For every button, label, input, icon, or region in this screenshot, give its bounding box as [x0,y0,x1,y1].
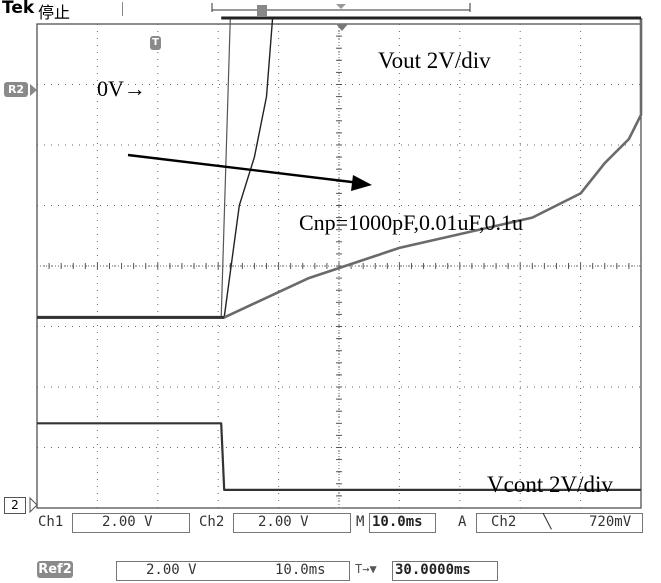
timebase-box [369,513,436,533]
record-position-bracket [211,3,471,17]
trigger-level: 720mV [589,514,632,530]
ch2-marker: 2 [4,497,26,514]
trace-vout-0.1uF [37,18,643,319]
ref2-scale-box [116,561,350,581]
trigger-level-marker [336,24,348,31]
ref2-timebase: 10.0ms [275,562,326,578]
ref2-marker-arrow [30,84,37,96]
ch1-scale: 2.00 V [102,514,153,530]
ch2-ground-marker [29,496,38,514]
ch2-scale-box [233,513,351,533]
ch1-scale-box [72,513,190,533]
trigger-source: Ch2 [491,514,517,530]
trigger-slope-icon: ╲ [543,514,552,530]
trigger-box [476,513,643,533]
header-divider [122,2,123,16]
horizontal-position-icon: T→▼ [355,562,377,576]
ch2-scale: 2.00 V [258,514,309,530]
trigger-time-marker: T [150,36,161,50]
ref2-readout-badge: Ref2 [37,561,73,578]
trigger-label: A [458,514,467,530]
capacitance-label: Cnp=1000pF,0.01uF,0.1u [299,210,524,235]
timebase-value: 10.0ms [372,514,423,530]
vout-label: Vout 2V/div [378,48,491,73]
ch1-label: Ch1 [38,514,64,530]
ch2-label: Ch2 [199,514,225,530]
horizontal-position-value: 30.0000ms [395,562,471,578]
graticule-grid [36,23,642,509]
brand-logo: Tek [2,0,35,18]
horizontal-position-box [392,561,498,581]
zero-volt-label: 0V→ [97,76,146,101]
acquisition-state: 停止 [38,3,71,22]
ref2-badge: R2 [4,82,28,97]
trace-vcont [37,422,641,491]
ref2-scale: 2.00 V [146,562,197,578]
timebase-label: M [356,514,365,530]
vcont-label: Vcont 2V/div [487,472,613,497]
sweep-arrow [127,153,372,191]
